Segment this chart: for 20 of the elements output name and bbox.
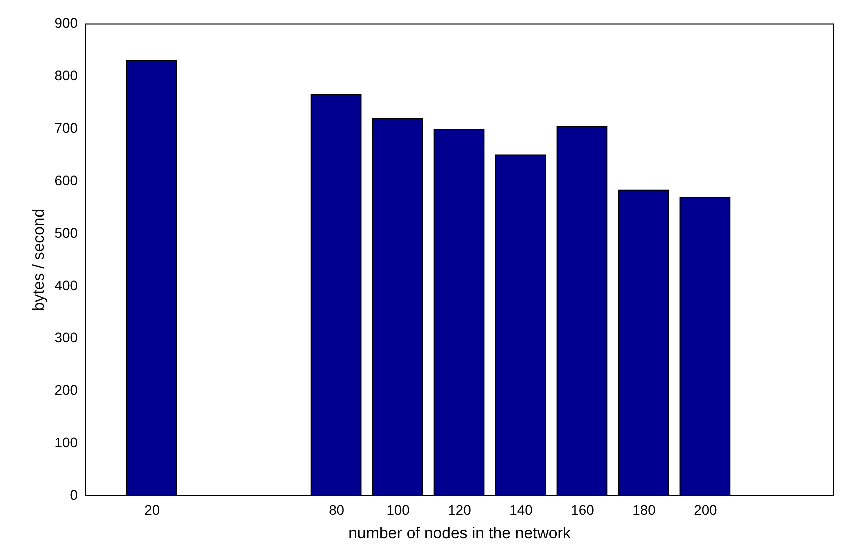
y-tick-label: 100 (54, 434, 78, 450)
x-tick-label: 140 (510, 502, 534, 518)
x-tick-label: 160 (571, 502, 595, 518)
y-tick-label: 400 (54, 277, 78, 294)
x-tick-label: 120 (448, 502, 472, 518)
y-tick-label: 0 (70, 486, 78, 503)
y-tick-label: 700 (54, 120, 78, 136)
y-tick-label: 600 (54, 172, 78, 188)
x-tick-label: 100 (386, 502, 410, 518)
x-tick-label: 180 (632, 502, 656, 518)
y-tick-label: 800 (54, 68, 78, 84)
y-tick-label: 300 (54, 330, 78, 346)
x-tick-label: 80 (329, 502, 345, 518)
x-tick-label: 20 (144, 502, 160, 518)
x-tick-label: 200 (694, 502, 718, 518)
y-tick-label: 500 (54, 224, 78, 241)
x-axis-title: number of nodes in the network (348, 526, 572, 543)
y-axis-title: bytes / second (30, 208, 48, 312)
y-tick-label: 200 (54, 382, 78, 398)
y-tick-label: 900 (54, 15, 78, 32)
